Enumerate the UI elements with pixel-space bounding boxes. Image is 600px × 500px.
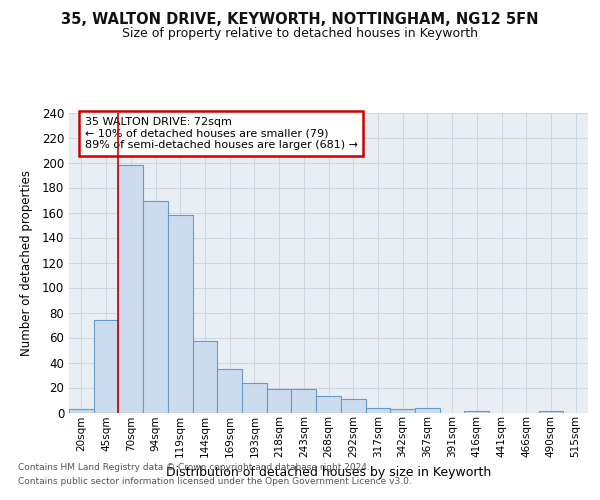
Bar xyxy=(168,215,193,412)
Bar xyxy=(242,382,267,412)
Text: Contains public sector information licensed under the Open Government Licence v3: Contains public sector information licen… xyxy=(18,477,412,486)
Bar xyxy=(292,389,316,412)
Bar xyxy=(217,369,242,412)
Bar xyxy=(390,409,415,412)
Text: 35 WALTON DRIVE: 72sqm
← 10% of detached houses are smaller (79)
89% of semi-det: 35 WALTON DRIVE: 72sqm ← 10% of detached… xyxy=(85,117,358,150)
Bar xyxy=(267,389,292,412)
Text: Contains HM Land Registry data © Crown copyright and database right 2024.: Contains HM Land Registry data © Crown c… xyxy=(18,464,370,472)
Bar xyxy=(464,411,489,412)
X-axis label: Distribution of detached houses by size in Keyworth: Distribution of detached houses by size … xyxy=(166,466,491,478)
Bar xyxy=(69,409,94,412)
Bar xyxy=(316,396,341,412)
Bar xyxy=(365,408,390,412)
Bar xyxy=(118,165,143,412)
Text: 35, WALTON DRIVE, KEYWORTH, NOTTINGHAM, NG12 5FN: 35, WALTON DRIVE, KEYWORTH, NOTTINGHAM, … xyxy=(61,12,539,28)
Y-axis label: Number of detached properties: Number of detached properties xyxy=(20,170,34,356)
Bar xyxy=(341,399,365,412)
Text: Size of property relative to detached houses in Keyworth: Size of property relative to detached ho… xyxy=(122,28,478,40)
Bar xyxy=(539,411,563,412)
Bar xyxy=(415,408,440,412)
Bar xyxy=(143,201,168,412)
Bar xyxy=(94,320,118,412)
Bar xyxy=(193,341,217,412)
